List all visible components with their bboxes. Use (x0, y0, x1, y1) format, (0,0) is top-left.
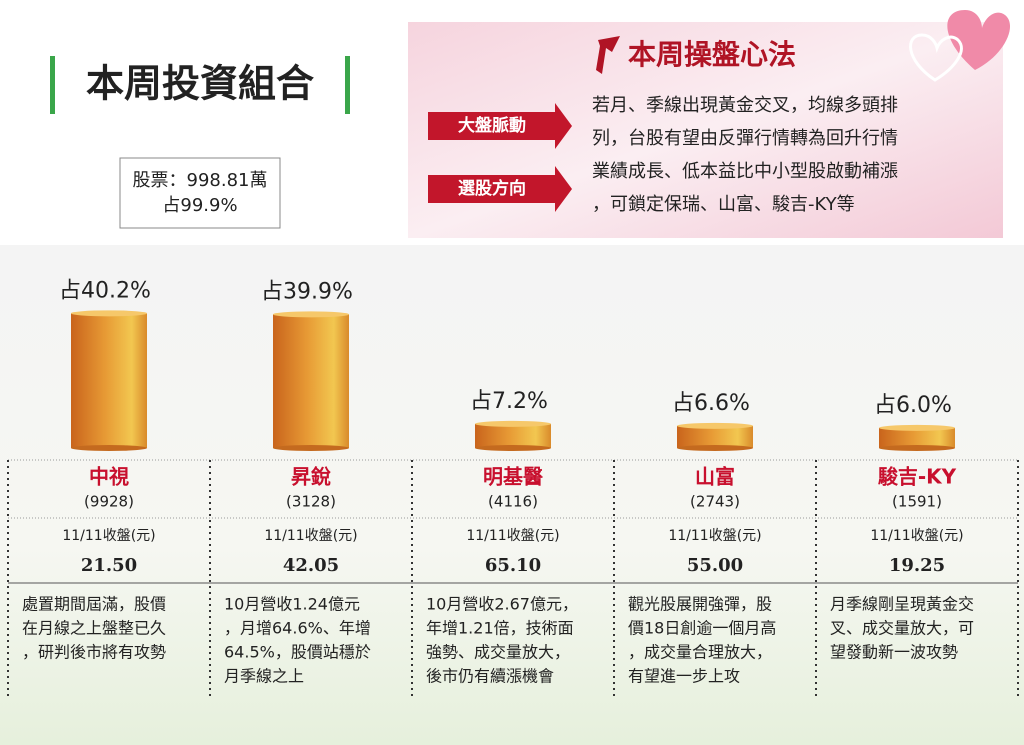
close-label: 11/11收盤(元) (668, 528, 761, 544)
heart-decoration (947, 10, 1011, 70)
stock-note: 月季線之上 (224, 667, 304, 686)
strategy-line: 若月、季線出現黃金交叉，均線多頭排 (592, 95, 898, 116)
bar (71, 313, 147, 448)
stock-note: ，月增64.6%、年增 (224, 619, 371, 638)
chart-background (0, 245, 1024, 745)
page-title: 本周投資組合 (86, 62, 314, 106)
stock-note: 10月營收2.67億元， (426, 595, 578, 614)
holdings-line: 股票：998.81萬 (133, 170, 268, 191)
stock-note: 價18日創逾一個月高 (628, 619, 776, 638)
close-label: 11/11收盤(元) (264, 528, 357, 544)
close-label: 11/11收盤(元) (466, 528, 559, 544)
stock-code: (1591) (892, 493, 942, 511)
value-label: 占39.9% (261, 279, 353, 304)
bar-base (273, 445, 349, 451)
bar-cap (475, 420, 551, 427)
close-price: 42.05 (283, 555, 339, 576)
bar (879, 427, 955, 448)
stock-code: (2743) (690, 493, 740, 511)
holdings-box (119, 157, 281, 229)
strategy-icon (596, 36, 620, 74)
strategy-title: 本周操盤心法 (628, 38, 796, 71)
close-price: 21.50 (81, 555, 137, 576)
stock-note: 強勢、成交量放大， (426, 643, 570, 662)
stock-name: 昇銳 (291, 465, 331, 489)
stock-note: 叉、成交量放大，可 (830, 619, 974, 638)
holdings-line: 占99.9% (162, 195, 237, 216)
stock-name: 山富 (695, 465, 735, 489)
stock-note: ，研判後市將有攻勢 (22, 643, 166, 662)
bar-cap (677, 422, 753, 429)
bar (677, 425, 753, 448)
stock-name: 駿吉-KY (878, 465, 957, 489)
stock-note: 10月營收1.24億元 (224, 595, 360, 614)
bar-base (71, 445, 147, 451)
stock-name: 明基醫 (483, 465, 543, 489)
bar-cap (879, 424, 955, 431)
stock-note: 望發動新一波攻勢 (830, 643, 958, 662)
stock-note: 64.5%，股價站穩於 (224, 643, 371, 662)
close-price: 19.25 (889, 555, 945, 576)
stock-name: 中視 (89, 465, 129, 489)
strategy-line: 業績成長、低本益比中小型股啟動補漲 (592, 161, 898, 182)
close-price: 55.00 (687, 555, 743, 576)
stock-note: 在月線之上盤整已久 (22, 619, 166, 638)
stock-code: (9928) (84, 493, 134, 511)
strategy-tag: 大盤脈動 (458, 115, 526, 136)
bar (475, 423, 551, 448)
bar-base (475, 445, 551, 451)
value-label: 占40.2% (59, 278, 151, 303)
value-label: 占7.2% (470, 389, 548, 414)
stock-note: 處置期間屆滿，股價 (22, 595, 166, 614)
bar-base (677, 445, 753, 451)
tag-arrow (428, 103, 572, 149)
bar (273, 314, 349, 448)
stock-note: ，成交量合理放大， (628, 643, 772, 662)
bar-base (879, 445, 955, 451)
close-label: 11/11收盤(元) (870, 528, 963, 544)
close-label: 11/11收盤(元) (62, 528, 155, 544)
strategy-line: ，可鎖定保瑞、山富、駿吉-KY等 (592, 194, 855, 215)
value-label: 占6.0% (874, 393, 952, 418)
strategy-tag: 選股方向 (458, 178, 526, 199)
stock-note: 月季線剛呈現黃金交 (830, 595, 974, 614)
title-bar (50, 56, 55, 114)
strategy-line: 列，台股有望由反彈行情轉為回升行情 (592, 128, 898, 149)
stock-note: 觀光股展開強彈，股 (628, 595, 772, 614)
value-label: 占6.6% (672, 391, 750, 416)
bar-cap (71, 310, 147, 317)
stock-note: 後市仍有續漲機會 (426, 667, 554, 686)
stock-note: 有望進一步上攻 (628, 667, 740, 686)
bar-cap (273, 311, 349, 318)
stock-note: 年增1.21倍，技術面 (426, 619, 574, 638)
heart-decoration (909, 33, 963, 82)
tag-arrow (428, 166, 572, 212)
close-price: 65.10 (485, 555, 541, 576)
stock-code: (4116) (488, 493, 538, 511)
stock-code: (3128) (286, 493, 336, 511)
title-bar (345, 56, 350, 114)
